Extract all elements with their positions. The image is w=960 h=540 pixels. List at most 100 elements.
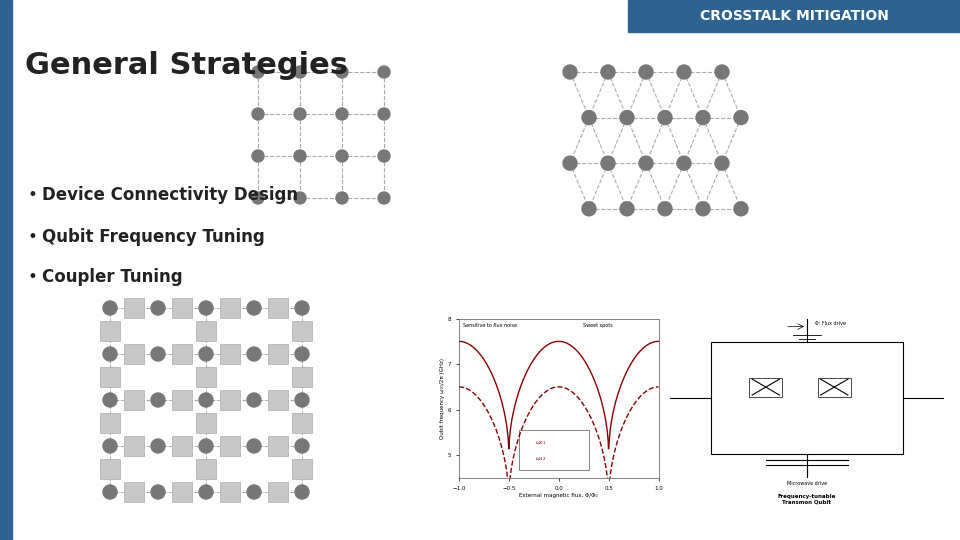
Text: Φ: Flux drive: Φ: Flux drive bbox=[815, 321, 846, 326]
Circle shape bbox=[582, 202, 596, 216]
Text: Sweet spots: Sweet spots bbox=[583, 323, 612, 328]
Bar bbox=[124, 436, 144, 456]
Text: General Strategies: General Strategies bbox=[25, 51, 348, 79]
Text: $\omega_{01}$: $\omega_{01}$ bbox=[535, 439, 546, 447]
Circle shape bbox=[336, 66, 348, 78]
Circle shape bbox=[199, 393, 213, 407]
Circle shape bbox=[295, 301, 309, 315]
$\omega_{12}$ bbox=[503, 491, 515, 497]
Bar bbox=[124, 344, 144, 364]
Bar bbox=[220, 482, 240, 502]
Bar bbox=[750, 377, 782, 397]
Circle shape bbox=[601, 65, 615, 79]
Circle shape bbox=[378, 108, 390, 120]
Circle shape bbox=[199, 301, 213, 315]
Bar bbox=[268, 298, 288, 318]
Bar bbox=[268, 390, 288, 410]
Circle shape bbox=[677, 65, 691, 79]
Circle shape bbox=[294, 66, 306, 78]
Bar bbox=[124, 482, 144, 502]
Circle shape bbox=[103, 393, 117, 407]
Circle shape bbox=[620, 111, 634, 125]
Circle shape bbox=[563, 156, 577, 170]
Circle shape bbox=[103, 485, 117, 499]
Bar bbox=[196, 321, 216, 341]
$\omega_{01}$ bbox=[648, 339, 660, 345]
Circle shape bbox=[734, 202, 748, 216]
Circle shape bbox=[294, 150, 306, 162]
Circle shape bbox=[252, 150, 264, 162]
$\omega_{12}$ bbox=[648, 384, 660, 390]
$\omega_{12}$ bbox=[562, 386, 573, 392]
Circle shape bbox=[295, 393, 309, 407]
Bar bbox=[124, 298, 144, 318]
Circle shape bbox=[103, 347, 117, 361]
Bar bbox=[220, 390, 240, 410]
Circle shape bbox=[252, 66, 264, 78]
Bar bbox=[196, 367, 216, 387]
Line: $\omega_{01}$: $\omega_{01}$ bbox=[459, 341, 659, 449]
Bar bbox=[124, 390, 144, 410]
Bar bbox=[0, 0, 12, 540]
Circle shape bbox=[658, 111, 672, 125]
Y-axis label: Qubit frequency ω₀₁/2π (GHz): Qubit frequency ω₀₁/2π (GHz) bbox=[440, 357, 445, 438]
X-axis label: External magnetic flux, Φ/Φ₀: External magnetic flux, Φ/Φ₀ bbox=[519, 494, 598, 498]
Bar bbox=[100, 413, 120, 433]
Text: Frequency-tunable
Transmon Qubit: Frequency-tunable Transmon Qubit bbox=[778, 494, 836, 504]
Bar bbox=[268, 436, 288, 456]
Circle shape bbox=[103, 439, 117, 453]
Circle shape bbox=[294, 192, 306, 204]
Text: •: • bbox=[28, 228, 37, 246]
Circle shape bbox=[295, 347, 309, 361]
Circle shape bbox=[378, 192, 390, 204]
Circle shape bbox=[295, 485, 309, 499]
Circle shape bbox=[199, 347, 213, 361]
Circle shape bbox=[247, 439, 261, 453]
Bar bbox=[220, 436, 240, 456]
Circle shape bbox=[247, 301, 261, 315]
Bar bbox=[172, 436, 192, 456]
Bar bbox=[292, 459, 312, 479]
$\omega_{12}$ bbox=[617, 422, 629, 429]
Text: •: • bbox=[28, 186, 37, 204]
Circle shape bbox=[639, 156, 653, 170]
Bar bbox=[196, 459, 216, 479]
Bar bbox=[172, 482, 192, 502]
Bar bbox=[292, 413, 312, 433]
Circle shape bbox=[715, 65, 729, 79]
Text: Sensitive to flux noise: Sensitive to flux noise bbox=[463, 323, 516, 328]
$\omega_{01}$ bbox=[562, 340, 573, 347]
Bar bbox=[268, 482, 288, 502]
Circle shape bbox=[336, 192, 348, 204]
Line: $\omega_{12}$: $\omega_{12}$ bbox=[459, 387, 659, 494]
Circle shape bbox=[103, 301, 117, 315]
Circle shape bbox=[252, 192, 264, 204]
$\omega_{01}$ bbox=[572, 349, 584, 355]
Circle shape bbox=[696, 202, 710, 216]
Circle shape bbox=[601, 156, 615, 170]
Circle shape bbox=[247, 347, 261, 361]
Bar bbox=[220, 298, 240, 318]
Circle shape bbox=[336, 108, 348, 120]
Circle shape bbox=[151, 485, 165, 499]
Circle shape bbox=[151, 347, 165, 361]
$\omega_{01}$ bbox=[453, 338, 465, 345]
Circle shape bbox=[151, 439, 165, 453]
Circle shape bbox=[336, 150, 348, 162]
Bar bbox=[518, 430, 588, 470]
Text: Microwave drive: Microwave drive bbox=[787, 481, 827, 486]
Circle shape bbox=[247, 485, 261, 499]
Bar bbox=[628, 0, 960, 32]
Text: Qubit Frequency Tuning: Qubit Frequency Tuning bbox=[42, 228, 265, 246]
Circle shape bbox=[734, 111, 748, 125]
Circle shape bbox=[658, 202, 672, 216]
Circle shape bbox=[294, 108, 306, 120]
Circle shape bbox=[295, 439, 309, 453]
Bar bbox=[172, 298, 192, 318]
Bar bbox=[196, 413, 216, 433]
$\omega_{01}$ bbox=[548, 339, 560, 345]
Bar bbox=[711, 342, 902, 454]
$\omega_{01}$ bbox=[549, 339, 561, 345]
Text: CROSSTALK MITIGATION: CROSSTALK MITIGATION bbox=[700, 9, 888, 23]
$\omega_{01}$ bbox=[617, 377, 629, 383]
